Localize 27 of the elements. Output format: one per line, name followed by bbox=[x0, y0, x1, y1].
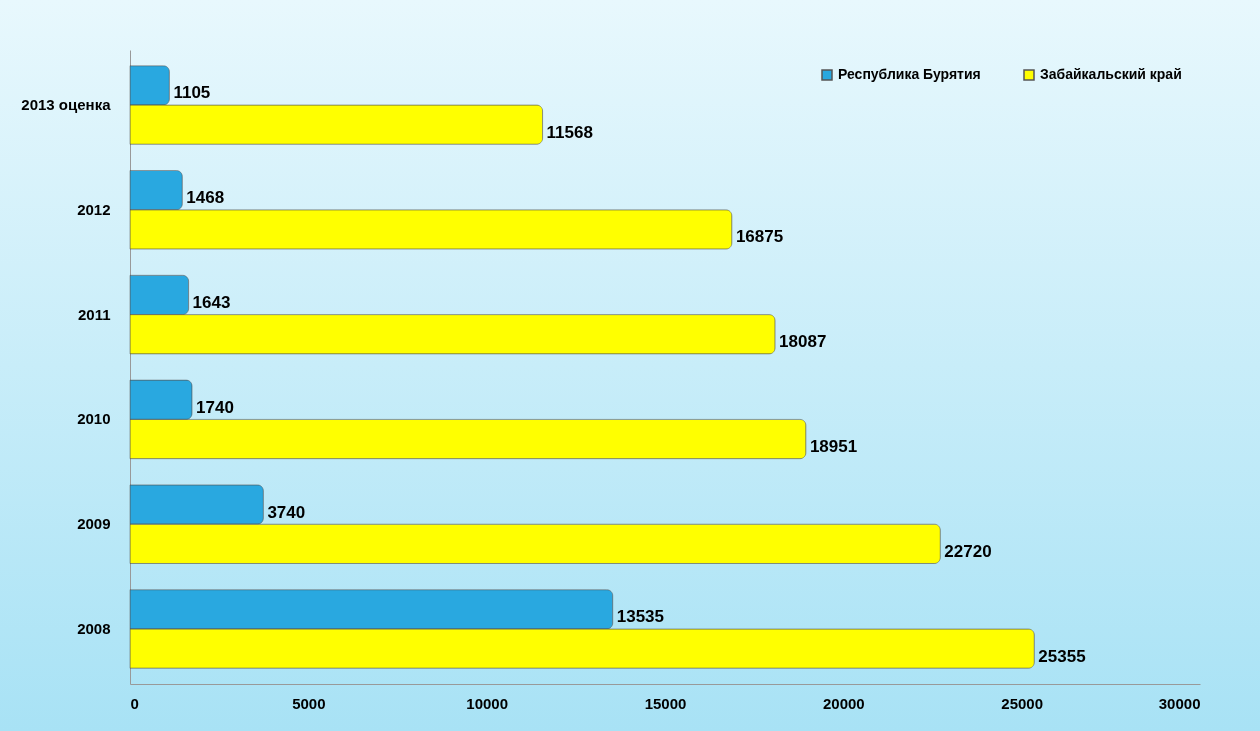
x-tick-label: 15000 bbox=[644, 694, 687, 712]
data-label: 18951 bbox=[809, 437, 858, 457]
data-label: 13535 bbox=[616, 607, 665, 627]
y-tick-label: 2013 оценка bbox=[21, 96, 112, 114]
x-tick-label: 5000 bbox=[292, 694, 326, 712]
data-label: 1643 bbox=[192, 292, 231, 312]
x-tick-label: 25000 bbox=[1001, 694, 1044, 712]
legend-label: Забайкальский край bbox=[1040, 66, 1182, 82]
data-label: 16875 bbox=[735, 227, 784, 247]
x-tick-label: 30000 bbox=[1158, 694, 1201, 712]
data-label: 1105 bbox=[173, 83, 211, 103]
legend-label: Республика Бурятия bbox=[838, 66, 981, 82]
y-tick-label: 2008 bbox=[77, 619, 111, 637]
x-tick-label: 20000 bbox=[822, 694, 865, 712]
data-label: 18087 bbox=[779, 332, 827, 352]
data-label: 25355 bbox=[1038, 646, 1086, 666]
data-label: 11568 bbox=[546, 122, 593, 142]
y-tick-label: 2009 bbox=[77, 515, 111, 533]
data-label: 22720 bbox=[944, 541, 992, 561]
y-tick-label: 2011 bbox=[77, 305, 111, 323]
x-tick-label: 0 bbox=[130, 694, 139, 712]
data-label: 1740 bbox=[196, 397, 234, 417]
y-tick-label: 2012 bbox=[77, 200, 111, 218]
x-tick-label: 10000 bbox=[466, 694, 509, 712]
data-label: 1468 bbox=[186, 188, 225, 208]
data-label: 3740 bbox=[267, 502, 306, 522]
y-tick-label: 2010 bbox=[77, 410, 111, 428]
